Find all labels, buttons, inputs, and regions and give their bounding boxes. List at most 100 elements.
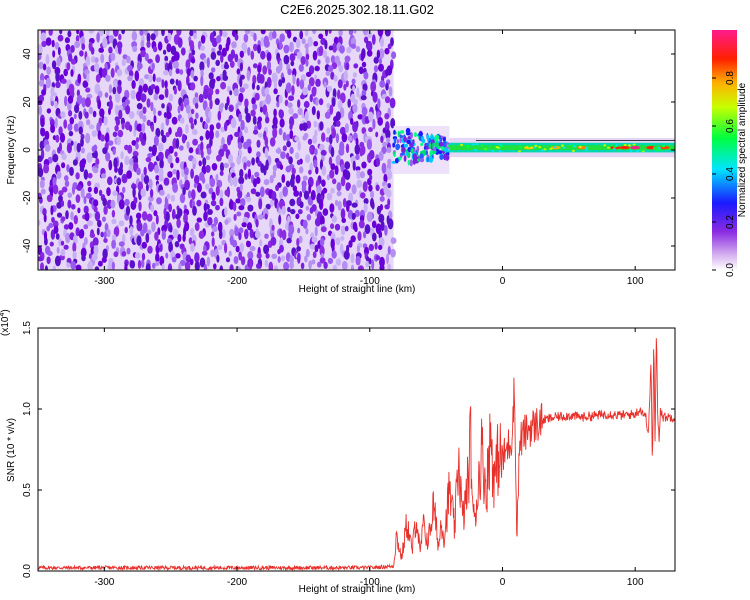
noise-cell — [81, 97, 87, 108]
carrier-peak — [524, 146, 534, 150]
noise-cell — [142, 83, 148, 93]
noise-cell — [318, 45, 324, 56]
snr-y-tick-label: 1.5 — [22, 321, 33, 335]
noise-cell — [275, 184, 280, 191]
noise-cell — [54, 42, 60, 50]
noise-cell — [244, 126, 249, 134]
noise-cell — [194, 252, 200, 263]
noise-cell — [151, 148, 157, 157]
noise-cell — [56, 57, 61, 67]
noise-cell — [129, 215, 133, 226]
noise-cell — [41, 40, 47, 48]
noise-cell — [173, 51, 180, 62]
noise-cell — [356, 179, 363, 188]
noise-cell — [385, 82, 389, 91]
noise-cell — [250, 50, 255, 60]
noise-cell — [345, 62, 350, 71]
carrier-speckle — [584, 148, 588, 151]
noise-cell — [346, 46, 352, 54]
noise-cell — [125, 205, 131, 216]
noise-cell — [170, 194, 175, 202]
noise-cell — [278, 206, 282, 217]
noise-cell — [319, 257, 326, 264]
noise-cell — [166, 111, 172, 120]
noise-cell — [298, 64, 304, 72]
noise-cell — [354, 225, 358, 233]
noise-cell — [125, 104, 131, 115]
noise-cell — [335, 111, 341, 121]
noise-cell — [369, 174, 373, 181]
noise-cell — [186, 67, 191, 77]
onset-cell — [399, 134, 403, 139]
noise-cell — [218, 44, 223, 51]
noise-cell — [93, 144, 98, 152]
onset-cell — [434, 141, 438, 148]
noise-cell — [155, 214, 159, 225]
noise-cell — [347, 98, 352, 108]
onset-cell — [439, 153, 444, 160]
noise-cell — [274, 265, 278, 270]
noise-cell — [256, 252, 262, 259]
noise-cell — [238, 113, 243, 122]
carrier-speckle — [578, 146, 582, 148]
noise-cell — [256, 139, 261, 148]
onset-cell — [396, 139, 399, 144]
noise-cell — [151, 221, 156, 232]
noise-cell — [209, 177, 216, 188]
noise-cell — [174, 151, 178, 157]
noise-cell — [215, 130, 220, 138]
noise-cell — [386, 147, 392, 154]
noise-cell — [252, 115, 257, 125]
noise-cell — [200, 116, 203, 123]
noise-cell — [265, 116, 270, 124]
noise-cell — [244, 228, 249, 240]
noise-cell — [67, 101, 72, 112]
noise-cell — [300, 262, 305, 270]
noise-cell — [111, 261, 115, 270]
noise-cell — [60, 240, 65, 246]
noise-cell — [297, 209, 303, 215]
noise-cell — [121, 122, 125, 130]
noise-cell — [234, 226, 240, 237]
noise-cell — [296, 237, 300, 247]
noise-cell — [100, 53, 105, 64]
noise-cell — [234, 131, 240, 138]
noise-cell — [80, 247, 87, 258]
noise-cell — [142, 106, 147, 115]
noise-cell — [324, 39, 328, 50]
noise-cell — [53, 225, 59, 234]
onset-cell — [395, 143, 401, 150]
noise-cell — [373, 57, 379, 64]
noise-cell — [257, 116, 263, 122]
noise-cell — [385, 189, 392, 198]
noise-cell — [50, 124, 56, 133]
noise-cell — [63, 244, 69, 250]
noise-cell — [176, 218, 181, 229]
noise-cell — [57, 146, 61, 154]
noise-cell — [138, 201, 142, 212]
noise-cell — [200, 141, 204, 152]
noise-cell — [43, 163, 50, 174]
noise-cell — [154, 231, 159, 241]
noise-cell — [85, 87, 91, 93]
noise-cell — [272, 169, 276, 179]
noise-cell — [282, 131, 287, 141]
noise-cell — [208, 72, 214, 80]
noise-cell — [75, 264, 82, 270]
noise-cell — [140, 93, 147, 103]
noise-cell — [299, 191, 303, 198]
noise-cell — [94, 211, 101, 222]
noise-cell — [279, 191, 283, 200]
noise-cell — [311, 106, 316, 116]
noise-cell — [208, 187, 214, 195]
noise-cell — [271, 124, 278, 130]
noise-cell — [60, 248, 66, 257]
noise-cell — [234, 33, 239, 41]
noise-cell — [235, 266, 241, 270]
noise-cell — [155, 252, 160, 263]
noise-cell — [210, 249, 215, 258]
noise-cell — [209, 124, 215, 132]
noise-cell — [174, 241, 180, 248]
noise-cell — [215, 204, 220, 211]
noise-cell — [67, 192, 73, 198]
